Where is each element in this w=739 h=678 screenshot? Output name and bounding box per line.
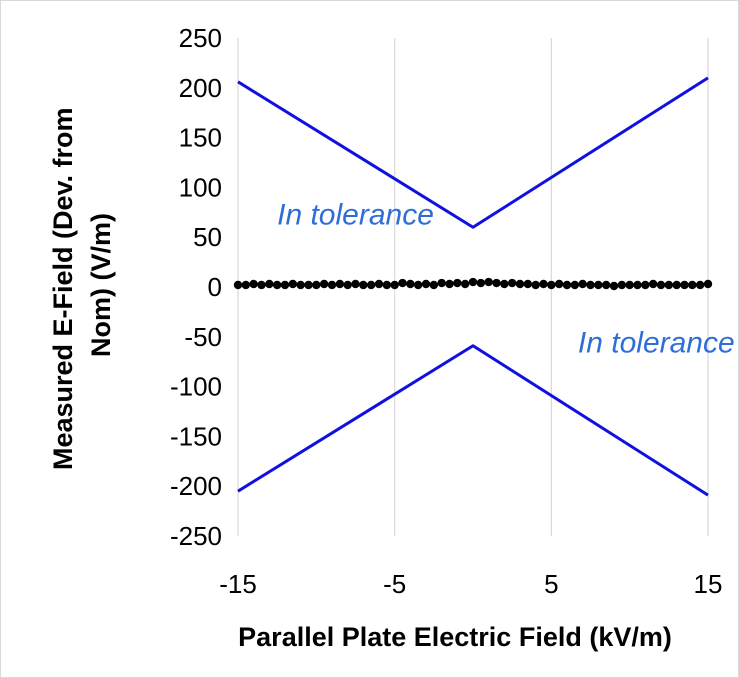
measured-data-point — [578, 279, 587, 289]
measured-data-point — [272, 280, 282, 290]
y-tick-label: 100 — [179, 172, 222, 202]
in-tolerance-label: In tolerance — [277, 198, 434, 231]
measured-data-point — [695, 280, 705, 290]
measured-data-point — [359, 280, 368, 290]
x-tick-label: -5 — [383, 569, 406, 599]
measured-data-point — [641, 280, 650, 290]
measured-data-point — [492, 278, 501, 288]
measured-data-point — [664, 280, 674, 290]
y-tick-label: 150 — [179, 123, 222, 153]
measured-data-point — [335, 279, 345, 289]
measured-data-point — [500, 279, 509, 289]
measured-data-point — [703, 279, 713, 289]
measured-data-point — [429, 280, 439, 290]
measured-data-point — [437, 278, 446, 288]
y-tick-label: -200 — [170, 471, 222, 501]
lower-tolerance-line — [237, 344, 709, 497]
y-tick-label: 0 — [208, 272, 222, 302]
measured-data-point — [523, 279, 533, 289]
measured-data-point — [625, 280, 634, 290]
measured-data-point — [288, 279, 298, 289]
y-axis-title-line-2: Nom) (V/m) — [86, 213, 116, 357]
measured-data-point — [594, 280, 603, 290]
x-tick-label: 15 — [694, 569, 723, 599]
tick-labels: 250 200 150 100 50 0 -50 -100 -150 -200 -250 -15 -5 5… — [170, 23, 723, 599]
measured-data-point — [280, 280, 290, 290]
y-tick-label: -250 — [170, 521, 222, 551]
measured-data-point — [680, 280, 689, 290]
measured-data-point — [374, 279, 384, 289]
y-axis-title-line-1: Measured E-Field (Dev. from — [48, 107, 78, 470]
upper-tolerance-line — [237, 76, 709, 229]
measured-data-point — [327, 280, 337, 290]
annotations: In tolerance In tolerance — [277, 198, 735, 359]
measured-data-point — [233, 280, 243, 290]
measured-data-point — [648, 279, 658, 289]
measured-data-point — [406, 279, 415, 289]
measured-data-point — [319, 279, 329, 289]
measured-data-point — [539, 279, 548, 289]
data-series — [233, 76, 713, 497]
measured-data-point — [413, 280, 423, 290]
y-tick-label: -150 — [170, 421, 222, 451]
measured-data-point — [398, 278, 407, 288]
measured-data-point — [476, 278, 486, 288]
measured-data-point — [421, 279, 431, 289]
measured-data-point — [460, 279, 470, 289]
measured-data-point — [484, 277, 493, 287]
measured-data-point — [241, 280, 251, 290]
measured-data-point — [351, 279, 360, 289]
measured-data-point — [304, 280, 313, 290]
measured-data-point — [515, 279, 525, 289]
x-tick-label: -15 — [219, 569, 257, 599]
measured-data-point — [296, 280, 305, 290]
measured-data-point — [547, 280, 556, 290]
x-axis-title: Parallel Plate Electric Field (kV/m) — [238, 622, 672, 652]
measured-data-point — [656, 280, 666, 290]
measured-data-point — [366, 280, 376, 290]
y-axis-title: Measured E-Field (Dev. from Nom) (V/m) — [48, 100, 116, 470]
y-tick-label: -50 — [184, 322, 222, 352]
measured-data-point — [343, 280, 352, 290]
y-tick-label: 250 — [179, 23, 222, 53]
measured-data-point — [453, 278, 462, 288]
in-tolerance-label: In tolerance — [578, 327, 735, 360]
x-tick-label: 5 — [544, 569, 558, 599]
measured-data-point — [445, 279, 454, 289]
measured-data-point — [609, 281, 619, 291]
measured-data-point — [562, 280, 572, 290]
measured-data-point — [390, 280, 399, 290]
measured-data-point — [382, 280, 392, 290]
measured-data-point — [617, 280, 627, 290]
measured-data-point — [249, 279, 258, 289]
measured-data-point — [633, 280, 642, 290]
measured-data-point — [257, 280, 266, 290]
measured-data-point — [672, 280, 681, 290]
measured-data-point — [312, 280, 321, 290]
measured-data-point — [586, 280, 595, 290]
measured-data-point — [507, 278, 517, 288]
measured-data-point — [554, 279, 564, 289]
y-tick-label: 200 — [179, 73, 222, 103]
measured-data-point — [265, 279, 274, 289]
measured-data-point — [468, 277, 478, 287]
measured-data-point — [570, 280, 580, 290]
y-tick-label: 50 — [193, 222, 222, 252]
measured-data-point — [688, 280, 697, 290]
y-tick-label: -100 — [170, 372, 222, 402]
measured-data-point — [601, 280, 611, 290]
measured-data-point — [531, 280, 540, 290]
